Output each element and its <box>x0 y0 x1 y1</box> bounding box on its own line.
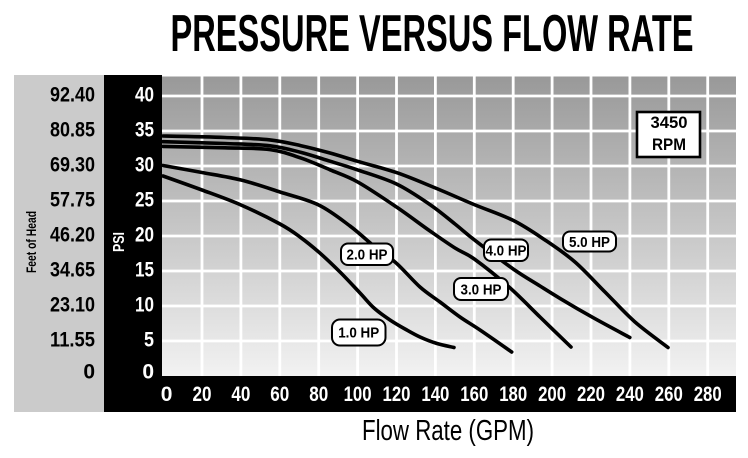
svg-text:40: 40 <box>231 383 250 406</box>
svg-text:Flow Rate (GPM): Flow Rate (GPM) <box>362 415 534 447</box>
svg-text:40: 40 <box>135 84 154 107</box>
svg-text:92.40: 92.40 <box>50 84 95 107</box>
svg-text:1.0 HP: 1.0 HP <box>338 325 379 342</box>
svg-text:15: 15 <box>135 259 154 282</box>
svg-text:0: 0 <box>142 361 154 384</box>
svg-text:Feet of Head: Feet of Head <box>23 211 39 273</box>
svg-text:260: 260 <box>655 383 683 406</box>
svg-text:4.0 HP: 4.0 HP <box>486 243 527 260</box>
svg-text:10: 10 <box>135 294 154 317</box>
svg-text:120: 120 <box>383 383 411 406</box>
svg-text:280: 280 <box>694 383 722 406</box>
svg-text:0: 0 <box>83 361 95 384</box>
svg-text:200: 200 <box>538 383 566 406</box>
svg-text:25: 25 <box>135 189 154 212</box>
svg-text:23.10: 23.10 <box>50 294 95 317</box>
svg-text:60: 60 <box>270 383 289 406</box>
svg-text:57.75: 57.75 <box>50 189 95 212</box>
svg-text:80.85: 80.85 <box>50 119 95 142</box>
svg-text:11.55: 11.55 <box>50 329 95 352</box>
svg-text:180: 180 <box>499 383 527 406</box>
svg-text:5.0 HP: 5.0 HP <box>569 234 610 251</box>
svg-text:30: 30 <box>135 154 154 177</box>
svg-text:35: 35 <box>135 119 154 142</box>
svg-text:20: 20 <box>135 224 154 247</box>
svg-text:69.30: 69.30 <box>50 154 95 177</box>
svg-text:34.65: 34.65 <box>50 259 95 282</box>
svg-text:220: 220 <box>577 383 605 406</box>
svg-text:160: 160 <box>460 383 488 406</box>
svg-text:3.0 HP: 3.0 HP <box>461 282 502 299</box>
svg-text:2.0 HP: 2.0 HP <box>347 247 388 264</box>
svg-text:PRESSURE VERSUS FLOW RATE: PRESSURE VERSUS FLOW RATE <box>171 5 694 63</box>
svg-text:20: 20 <box>193 383 212 406</box>
svg-text:80: 80 <box>309 383 328 406</box>
svg-text:3450: 3450 <box>651 113 688 132</box>
svg-text:240: 240 <box>616 383 644 406</box>
svg-text:PSI: PSI <box>111 232 128 252</box>
svg-text:100: 100 <box>344 383 372 406</box>
svg-text:5: 5 <box>144 329 154 352</box>
svg-text:0: 0 <box>161 383 173 406</box>
svg-text:RPM: RPM <box>652 135 686 154</box>
svg-text:46.20: 46.20 <box>50 224 95 247</box>
svg-text:140: 140 <box>421 383 449 406</box>
